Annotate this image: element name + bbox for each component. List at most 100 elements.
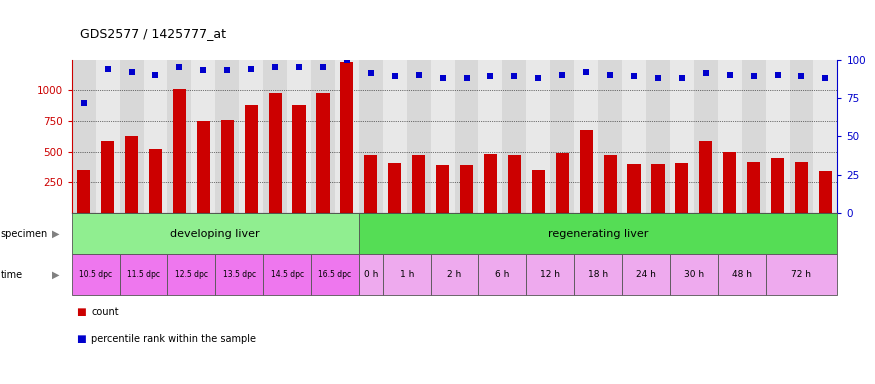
Text: 24 h: 24 h [636, 270, 656, 279]
Text: 14.5 dpc: 14.5 dpc [270, 270, 304, 279]
Bar [335, 60, 359, 213]
Bar [430, 60, 455, 213]
Text: 72 h: 72 h [792, 270, 811, 279]
Text: regenerating liver: regenerating liver [548, 228, 648, 239]
Point [507, 73, 522, 79]
Bar [579, 129, 592, 213]
Point [77, 99, 91, 106]
Bar [269, 93, 282, 213]
Bar [245, 105, 258, 213]
Bar [598, 60, 622, 213]
Text: 2 h: 2 h [447, 270, 462, 279]
Text: 12 h: 12 h [540, 270, 560, 279]
Point [675, 75, 689, 81]
Bar [479, 60, 502, 213]
Bar [382, 60, 407, 213]
Point [196, 67, 210, 73]
Text: ■: ■ [76, 307, 86, 317]
Text: 11.5 dpc: 11.5 dpc [127, 270, 160, 279]
Point [603, 72, 617, 78]
Text: 0 h: 0 h [364, 270, 378, 279]
Bar [173, 89, 186, 213]
Text: 12.5 dpc: 12.5 dpc [175, 270, 208, 279]
Bar [167, 60, 192, 213]
Bar [604, 156, 617, 213]
Point [627, 73, 641, 79]
Bar [197, 121, 210, 213]
Bar [120, 60, 144, 213]
Bar [694, 60, 717, 213]
Point [172, 64, 186, 70]
Text: ▶: ▶ [52, 270, 60, 280]
Point [699, 70, 713, 76]
Bar [651, 164, 664, 213]
Point [531, 75, 545, 81]
Point [746, 73, 760, 79]
Bar [220, 120, 234, 213]
Text: 18 h: 18 h [588, 270, 608, 279]
Point [244, 66, 258, 72]
Point [556, 72, 570, 78]
Bar [144, 60, 167, 213]
Bar [627, 164, 640, 213]
Point [411, 72, 425, 78]
Text: time: time [1, 270, 23, 280]
Bar [507, 156, 521, 213]
Point [124, 69, 138, 75]
Bar [388, 163, 402, 213]
Point [364, 70, 378, 76]
Bar [101, 141, 115, 213]
Bar [718, 60, 742, 213]
Text: GDS2577 / 1425777_at: GDS2577 / 1425777_at [80, 27, 227, 40]
Bar [311, 60, 335, 213]
Bar [771, 158, 784, 213]
Bar [502, 60, 527, 213]
Bar [460, 165, 473, 213]
Point [388, 73, 402, 79]
Point [101, 66, 115, 72]
Point [484, 73, 498, 79]
Text: developing liver: developing liver [171, 228, 260, 239]
Bar [723, 152, 736, 213]
Bar [676, 163, 689, 213]
Text: 1 h: 1 h [400, 270, 414, 279]
Bar [340, 62, 354, 213]
Text: ▶: ▶ [52, 228, 60, 239]
Bar [574, 60, 598, 213]
Text: percentile rank within the sample: percentile rank within the sample [91, 334, 256, 344]
Bar [412, 156, 425, 213]
Bar [359, 60, 382, 213]
Bar [287, 60, 311, 213]
Bar [527, 60, 550, 213]
Point [340, 56, 354, 63]
Text: 16.5 dpc: 16.5 dpc [318, 270, 352, 279]
Point [818, 75, 832, 81]
Bar [263, 60, 287, 213]
Text: 10.5 dpc: 10.5 dpc [79, 270, 112, 279]
Bar [77, 170, 90, 213]
Bar [814, 60, 837, 213]
Bar [699, 141, 712, 213]
Bar [292, 105, 305, 213]
Text: specimen: specimen [1, 228, 48, 239]
Bar [455, 60, 479, 213]
Point [292, 64, 306, 70]
Text: ■: ■ [76, 334, 86, 344]
Text: 6 h: 6 h [495, 270, 509, 279]
Bar [670, 60, 694, 213]
Point [794, 73, 808, 79]
Point [220, 67, 234, 73]
Text: 30 h: 30 h [683, 270, 704, 279]
Point [316, 64, 330, 70]
Text: 48 h: 48 h [732, 270, 752, 279]
Bar [95, 60, 120, 213]
Bar [794, 162, 808, 213]
Bar [742, 60, 766, 213]
Point [268, 64, 282, 70]
Bar [484, 154, 497, 213]
Bar [819, 171, 832, 213]
Bar [556, 153, 569, 213]
Bar [747, 162, 760, 213]
Point [579, 69, 593, 75]
Point [771, 72, 785, 78]
